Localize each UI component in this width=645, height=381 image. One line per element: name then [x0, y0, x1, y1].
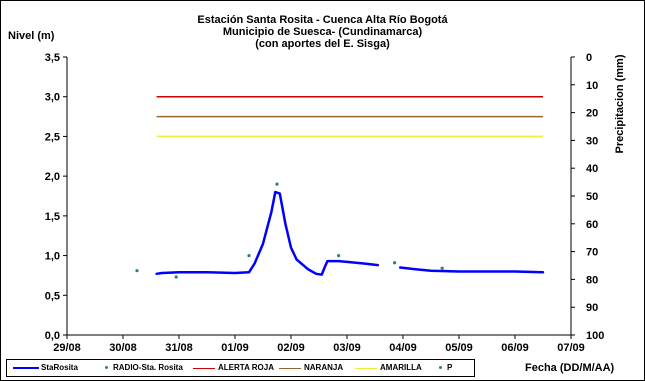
- y-axis-label: Nivel (m): [8, 30, 55, 42]
- data-point: [393, 261, 397, 265]
- y2-tick-label: 60: [586, 219, 598, 231]
- x-tick-label: 04/09: [389, 342, 417, 354]
- chart-legend: StaRosita RADIO-Sta. Rosita ALERTA ROJA …: [6, 359, 475, 377]
- legend-swatch-starosita: [13, 367, 39, 369]
- y-tick-label: 0,5: [45, 290, 60, 302]
- data-point: [275, 182, 279, 186]
- x-tick-label: 01/09: [221, 342, 249, 354]
- chart-title: Estación Santa Rosita - Cuenca Alta Río …: [197, 14, 448, 26]
- series-line: [155, 190, 380, 276]
- legend-label-naranja: NARANJA: [304, 363, 344, 372]
- y2-tick-label: 10: [586, 80, 598, 92]
- legend-swatch-naranja: [279, 368, 301, 369]
- x-tick-label: 31/08: [165, 342, 193, 354]
- y2-tick-label: 40: [586, 163, 598, 175]
- legend-swatch-amarilla: [355, 368, 377, 369]
- y2-tick-label: 20: [586, 108, 598, 120]
- data-point: [337, 253, 341, 258]
- y-tick-label: 1,5: [45, 211, 60, 223]
- legend-label-p: P: [447, 363, 453, 372]
- legend-label-starosita: StaRosita: [41, 363, 78, 372]
- y2-tick-label: 80: [586, 274, 598, 286]
- data-point: [174, 275, 178, 279]
- x-tick-label: 29/08: [53, 342, 81, 354]
- y-tick-label: 3,5: [45, 52, 60, 64]
- x-tick-label: 05/09: [445, 342, 473, 354]
- chart-subtitle-2: (con aportes del E. Sisga): [255, 38, 390, 50]
- y2-tick-label: 90: [586, 302, 598, 314]
- x-tick-label: 06/09: [501, 342, 529, 354]
- y2-tick-label: 70: [586, 247, 598, 259]
- y2-tick-label: 50: [586, 191, 598, 203]
- legend-label-alerta-roja: ALERTA ROJA: [218, 363, 274, 372]
- x-tick-label: 30/08: [109, 342, 137, 354]
- legend-label-amarilla: AMARILLA: [380, 363, 422, 372]
- data-point: [440, 266, 444, 270]
- y-tick-label: 2,0: [45, 171, 60, 183]
- series-line: [398, 266, 545, 274]
- y-tick-label: 0,0: [45, 330, 60, 342]
- y2-tick-label: 0: [586, 52, 592, 64]
- y-tick-label: 3,0: [45, 92, 60, 104]
- legend-swatch-p: [439, 366, 442, 369]
- data-point: [135, 269, 139, 273]
- y2-axis-label: Precipitacion (mm): [614, 54, 626, 153]
- y-tick-label: 2,5: [45, 131, 60, 143]
- x-axis-label: Fecha (DD/M/AA): [525, 362, 615, 374]
- y2-tick-label: 100: [586, 330, 604, 342]
- x-tick-label: 03/09: [333, 342, 361, 354]
- legend-label-radio: RADIO-Sta. Rosita: [113, 363, 183, 372]
- x-tick-label: 02/09: [277, 342, 305, 354]
- x-tick-label: 07/09: [557, 342, 585, 354]
- y-tick-label: 1,0: [45, 251, 60, 263]
- legend-swatch-radio: [105, 366, 108, 369]
- chart-subtitle-1: Municipio de Suesca- (Cundinamarca): [222, 26, 423, 38]
- y2-tick-label: 30: [586, 135, 598, 147]
- legend-swatch-alerta-roja: [193, 368, 215, 369]
- data-point: [247, 253, 251, 258]
